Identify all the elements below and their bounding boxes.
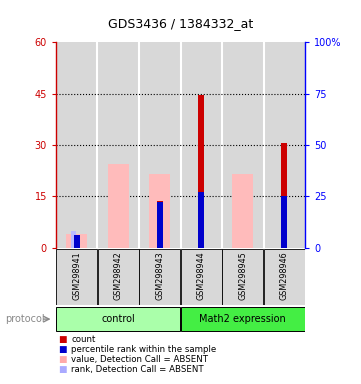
Text: control: control bbox=[101, 314, 135, 324]
Bar bbox=[139, 42, 180, 248]
Bar bbox=[157, 202, 163, 248]
FancyBboxPatch shape bbox=[264, 249, 305, 305]
Bar bbox=[157, 202, 163, 248]
Bar bbox=[66, 234, 87, 248]
Bar bbox=[149, 174, 170, 248]
Text: GSM298945: GSM298945 bbox=[238, 251, 247, 300]
Text: rank, Detection Call = ABSENT: rank, Detection Call = ABSENT bbox=[71, 365, 204, 374]
Text: count: count bbox=[71, 335, 96, 344]
Text: GSM298944: GSM298944 bbox=[197, 251, 206, 300]
Bar bbox=[281, 143, 287, 248]
Bar bbox=[198, 95, 204, 248]
Text: protocol: protocol bbox=[5, 314, 45, 324]
Text: Math2 expression: Math2 expression bbox=[199, 314, 286, 324]
Bar bbox=[74, 241, 80, 248]
FancyBboxPatch shape bbox=[56, 249, 97, 305]
FancyBboxPatch shape bbox=[97, 249, 139, 305]
Bar bbox=[232, 174, 253, 248]
Text: GDS3436 / 1384332_at: GDS3436 / 1384332_at bbox=[108, 17, 253, 30]
Text: value, Detection Call = ABSENT: value, Detection Call = ABSENT bbox=[71, 355, 209, 364]
Text: ■: ■ bbox=[58, 355, 66, 364]
Bar bbox=[74, 235, 80, 248]
Text: GSM298942: GSM298942 bbox=[114, 251, 123, 300]
FancyBboxPatch shape bbox=[180, 307, 305, 331]
Text: ■: ■ bbox=[58, 365, 66, 374]
Text: GSM298943: GSM298943 bbox=[155, 251, 164, 300]
Text: percentile rank within the sample: percentile rank within the sample bbox=[71, 345, 217, 354]
Bar bbox=[108, 164, 129, 248]
Bar bbox=[97, 42, 139, 248]
Text: GSM298946: GSM298946 bbox=[280, 251, 289, 300]
Bar bbox=[264, 42, 305, 248]
FancyBboxPatch shape bbox=[180, 249, 222, 305]
Text: GSM298941: GSM298941 bbox=[72, 251, 81, 300]
Bar bbox=[198, 192, 204, 248]
Text: ■: ■ bbox=[58, 345, 66, 354]
Bar bbox=[222, 42, 264, 248]
FancyBboxPatch shape bbox=[56, 307, 180, 331]
FancyBboxPatch shape bbox=[139, 249, 180, 305]
Bar bbox=[180, 42, 222, 248]
Bar bbox=[281, 196, 287, 248]
Bar bbox=[56, 42, 97, 248]
FancyBboxPatch shape bbox=[222, 249, 264, 305]
Bar bbox=[71, 231, 76, 248]
Text: ■: ■ bbox=[58, 335, 66, 344]
